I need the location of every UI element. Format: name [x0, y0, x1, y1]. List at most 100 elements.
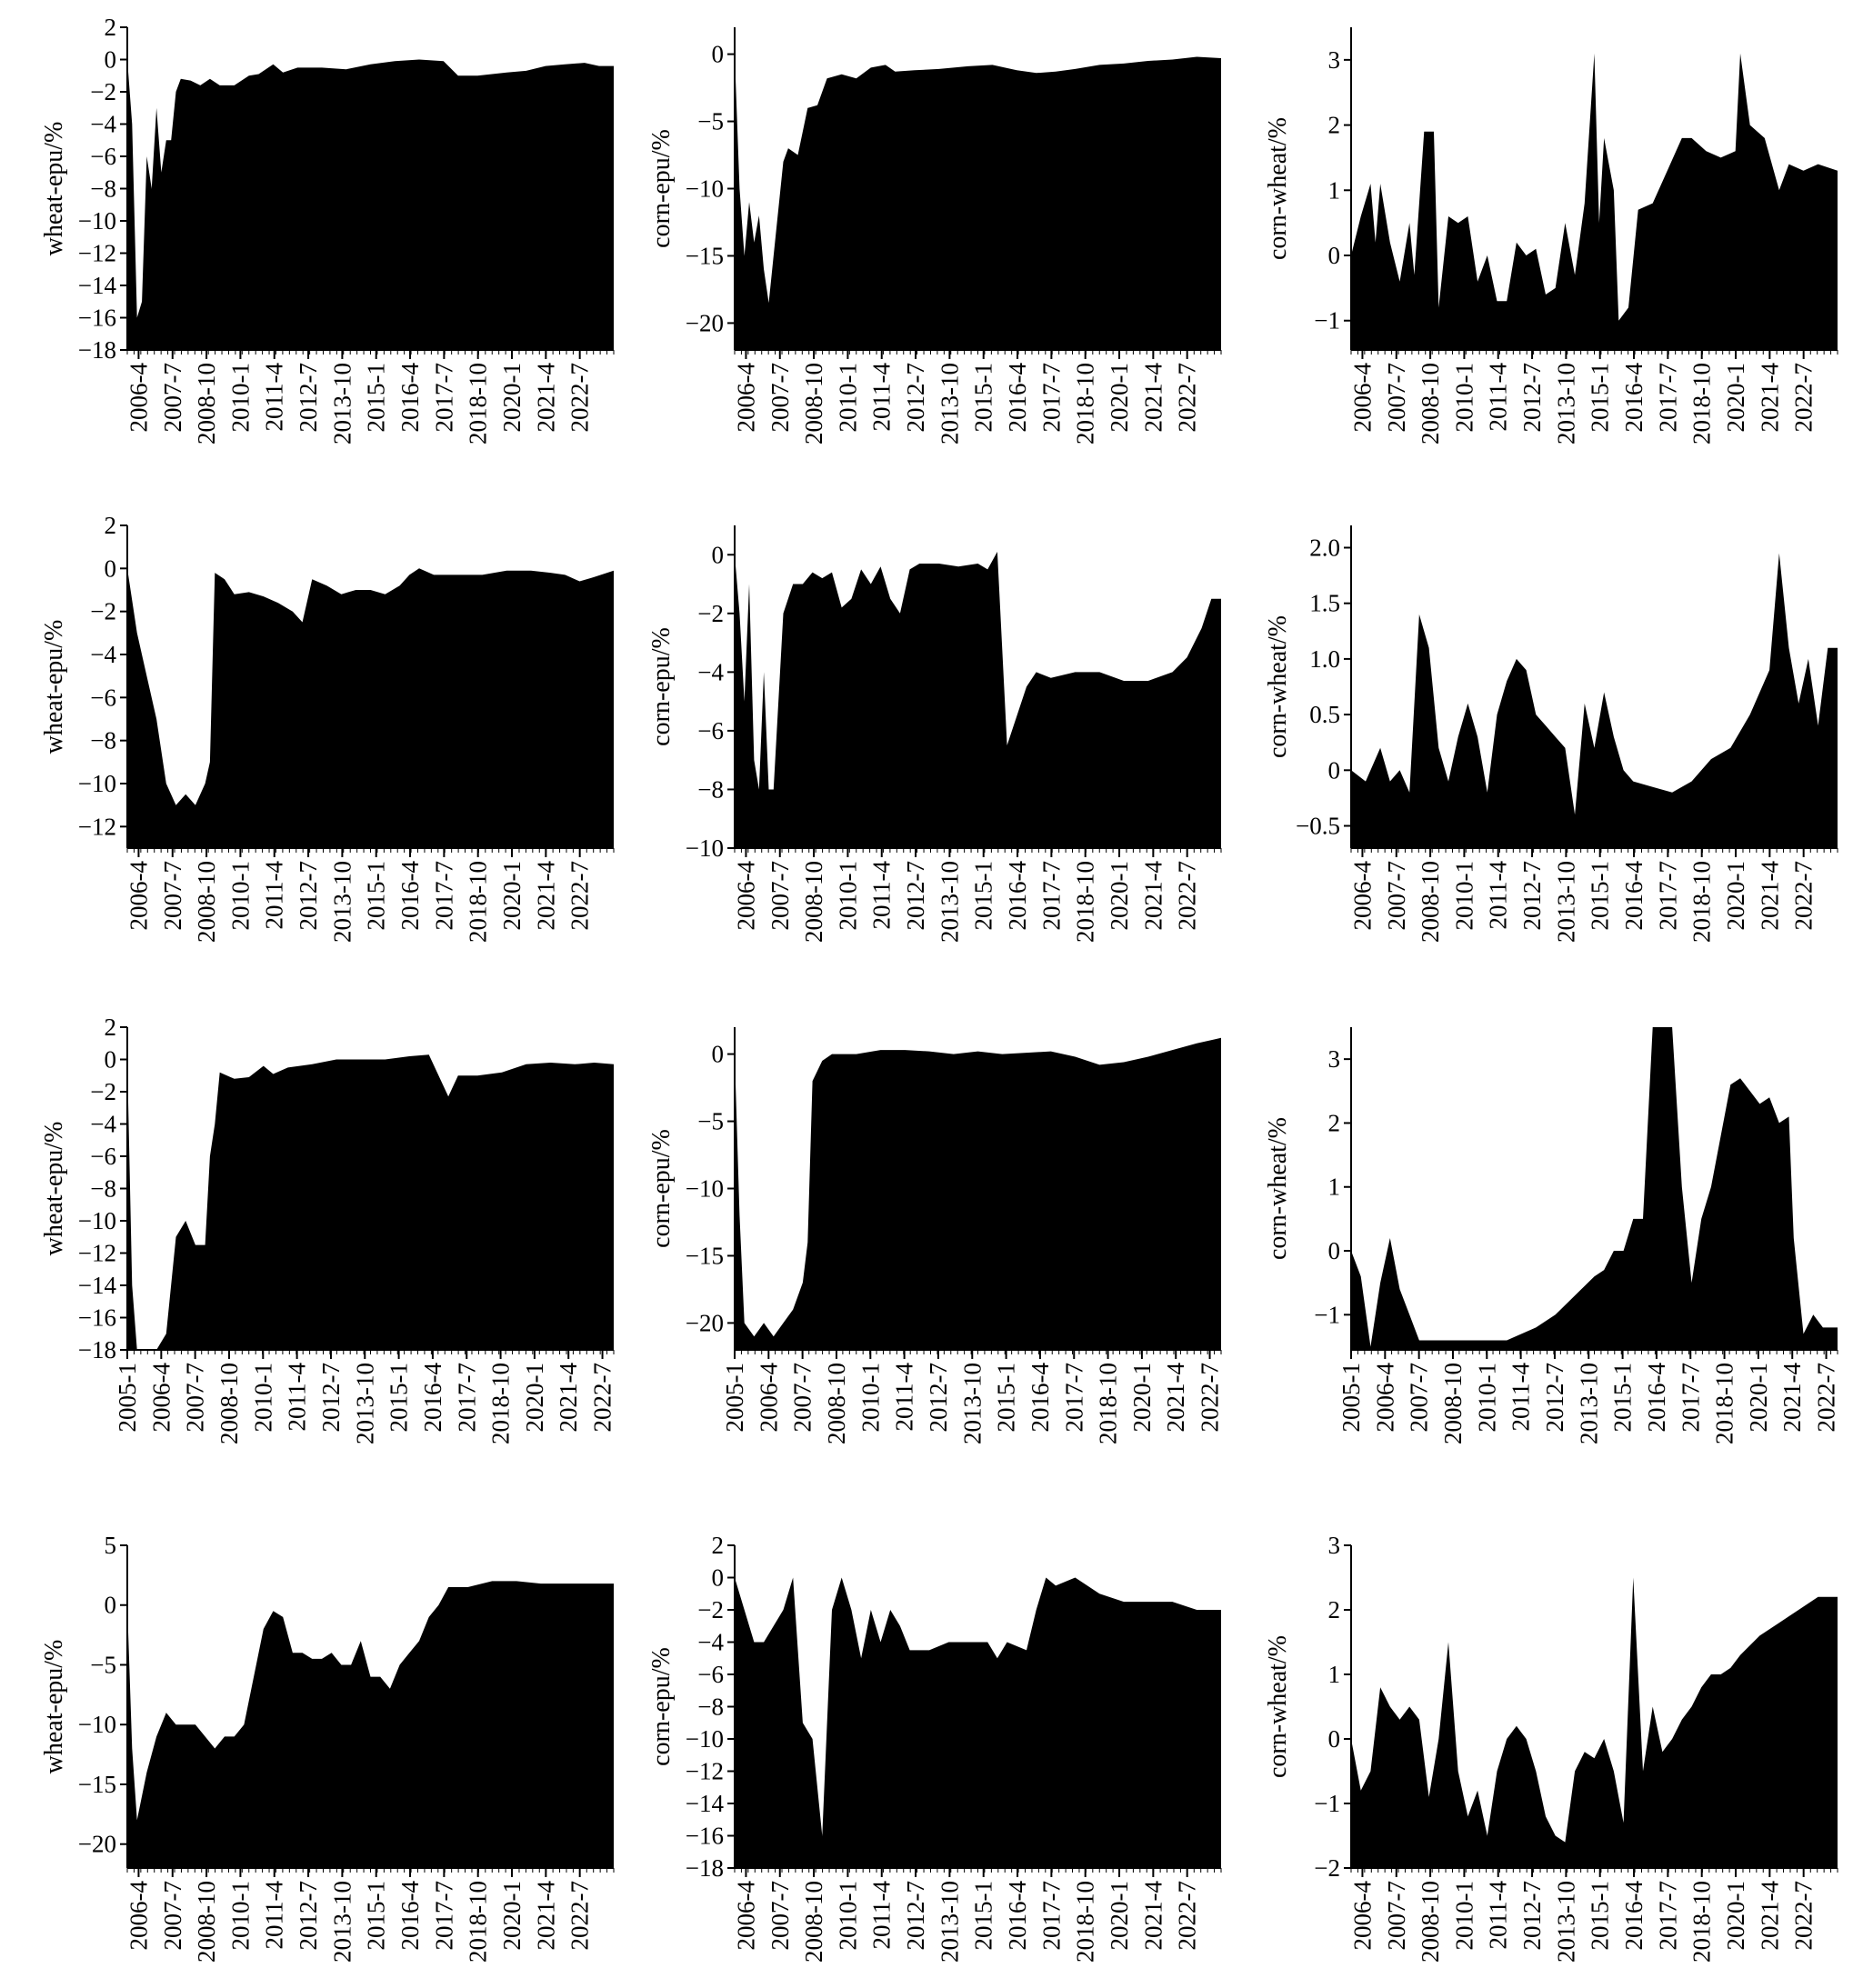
chart-panel-r1c1: 2 0 −2 −4 −6 −8 −10 −12 −14 −16 −18 2006-4 2007-7 200…: [40, 14, 615, 445]
y-tick-label: 0: [105, 1592, 117, 1619]
chart-panel-r1c2: 0 −5 −10 −15 −20 2006-4 2007-7 2008-10 2010-1 201…: [647, 27, 1222, 445]
x-tick-label: 2015-1: [970, 861, 997, 931]
x-tick-label: 2007-7: [1383, 363, 1410, 433]
x-tick-label: 2011-4: [868, 1881, 896, 1950]
y-tick-label: −1: [1314, 1301, 1340, 1328]
x-tick-label: 2020-1: [521, 1363, 548, 1433]
x-tick-label: 2011-4: [1507, 1363, 1535, 1432]
x-tick-label: 2012-7: [295, 363, 322, 433]
x-tick-label: 2012-7: [1518, 363, 1546, 433]
y-axis-label: wheat-epu/%: [40, 1122, 68, 1256]
x-tick-label: 2006-4: [1348, 363, 1376, 433]
x-tick-label: 2008-10: [193, 861, 220, 943]
x-tick-label: 2008-10: [1417, 861, 1444, 943]
x-tick-label: 2015-1: [363, 1881, 390, 1951]
x-tick-label: 2016-4: [1620, 861, 1648, 931]
x-tick-label: 2022-7: [1174, 363, 1201, 433]
y-tick-label: 0: [1328, 756, 1341, 784]
y-tick-label: −15: [686, 242, 724, 269]
area-series: [1351, 1027, 1838, 1350]
x-tick-label: 2006-4: [1348, 1881, 1376, 1951]
x-tick-label: 2022-7: [1790, 363, 1818, 433]
y-tick-label: −16: [686, 1823, 724, 1850]
y-tick-label: −10: [686, 834, 724, 862]
x-tick-label: 2018-10: [465, 1881, 492, 1963]
x-tick-label: 2022-7: [1790, 861, 1818, 931]
x-tick-label: 2017-7: [430, 1881, 457, 1951]
y-tick-label: −4: [90, 1111, 116, 1138]
x-tick-label: 2013-10: [328, 363, 356, 445]
x-tick-label: 2017-7: [1037, 861, 1065, 931]
x-tick-label: 2020-1: [1128, 1363, 1156, 1433]
x-tick-label: 2012-7: [295, 861, 322, 931]
x-tick-label: 2016-4: [1620, 1881, 1648, 1951]
x-tick-label: 2017-7: [453, 1363, 480, 1433]
x-tick-label: 2006-4: [732, 1881, 759, 1951]
y-tick-label: −16: [78, 1304, 116, 1332]
x-tick-label: 2016-4: [1620, 363, 1648, 433]
x-tick-label: 2011-4: [891, 1363, 918, 1432]
y-tick-label: 1: [1328, 176, 1341, 204]
y-axis-label: corn-epu/%: [647, 1129, 676, 1248]
x-tick-label: 2012-7: [902, 1881, 929, 1951]
x-tick-label: 2018-10: [1072, 861, 1099, 943]
x-tick-label: 2018-10: [1688, 1881, 1716, 1963]
y-tick-label: 2: [1328, 1596, 1341, 1623]
x-tick-label: 2010-1: [1450, 861, 1477, 931]
x-tick-label: 2007-7: [766, 363, 794, 433]
x-tick-label: 2007-7: [766, 861, 794, 931]
x-tick-label: 2013-10: [1552, 1881, 1579, 1963]
x-tick-label: 2008-10: [800, 1881, 827, 1963]
x-tick-label: 2011-4: [261, 1881, 288, 1950]
x-tick-label: 2018-10: [487, 1363, 515, 1444]
area-series: [127, 568, 614, 848]
x-tick-label: 2021-4: [532, 363, 559, 433]
chart-panel-r3c3: 3 2 1 0 −1 2005-1 2006-4 2007-7 2008-10 2010-1 201…: [1264, 1027, 1840, 1444]
y-tick-label: −10: [78, 1207, 116, 1234]
x-tick-label: 2013-10: [351, 1363, 378, 1444]
x-tick-label: 2012-7: [925, 1363, 952, 1433]
x-tick-label: 2016-4: [1004, 363, 1031, 433]
x-tick-label: 2022-7: [1813, 1363, 1840, 1433]
x-tick-label: 2006-4: [1371, 1363, 1398, 1433]
x-tick-label: 2007-7: [789, 1363, 816, 1433]
y-tick-label: −2: [90, 598, 116, 625]
y-tick-label: −1: [1314, 1790, 1340, 1817]
x-tick-label: 2013-10: [936, 363, 963, 445]
y-tick-label: 0: [1328, 242, 1341, 269]
y-tick-label: −20: [686, 1309, 724, 1336]
y-tick-label: −18: [78, 336, 116, 364]
y-tick-label: −14: [78, 272, 117, 299]
x-tick-label: 2022-7: [566, 1881, 594, 1951]
x-tick-label: 2010-1: [1450, 1881, 1477, 1951]
y-tick-label: −8: [697, 1693, 724, 1721]
x-tick-label: 2020-1: [1106, 363, 1133, 433]
x-tick-label: 2008-10: [193, 363, 220, 445]
y-tick-label: −1: [1314, 307, 1340, 335]
x-tick-label: 2005-1: [1337, 1363, 1365, 1433]
y-tick-label: 2: [712, 1532, 725, 1559]
y-tick-label: −5: [697, 1108, 724, 1135]
y-axis-label: wheat-epu/%: [40, 620, 68, 754]
x-tick-label: 2022-7: [1174, 1881, 1201, 1951]
x-tick-label: 2010-1: [856, 1363, 884, 1433]
x-tick-label: 2016-4: [1027, 1363, 1054, 1433]
x-tick-label: 2018-10: [1095, 1363, 1122, 1444]
x-tick-label: 2015-1: [1609, 1363, 1637, 1433]
x-tick-label: 2011-4: [1485, 861, 1512, 930]
x-tick-label: 2013-10: [1575, 1363, 1602, 1444]
x-tick-label: 2011-4: [868, 861, 896, 930]
x-tick-label: 2015-1: [970, 1881, 997, 1951]
x-tick-label: 2006-4: [125, 1881, 152, 1951]
y-axis-label: wheat-epu/%: [40, 122, 68, 256]
x-tick-label: 2011-4: [284, 1363, 311, 1432]
x-tick-label: 2010-1: [226, 1881, 254, 1951]
x-tick-label: 2007-7: [182, 1363, 209, 1433]
x-tick-label: 2013-10: [1552, 861, 1579, 943]
x-tick-label: 2012-7: [295, 1881, 322, 1951]
x-tick-label: 2020-1: [1722, 363, 1749, 433]
x-tick-label: 2011-4: [261, 363, 288, 432]
y-tick-label: −0.5: [1296, 813, 1340, 840]
